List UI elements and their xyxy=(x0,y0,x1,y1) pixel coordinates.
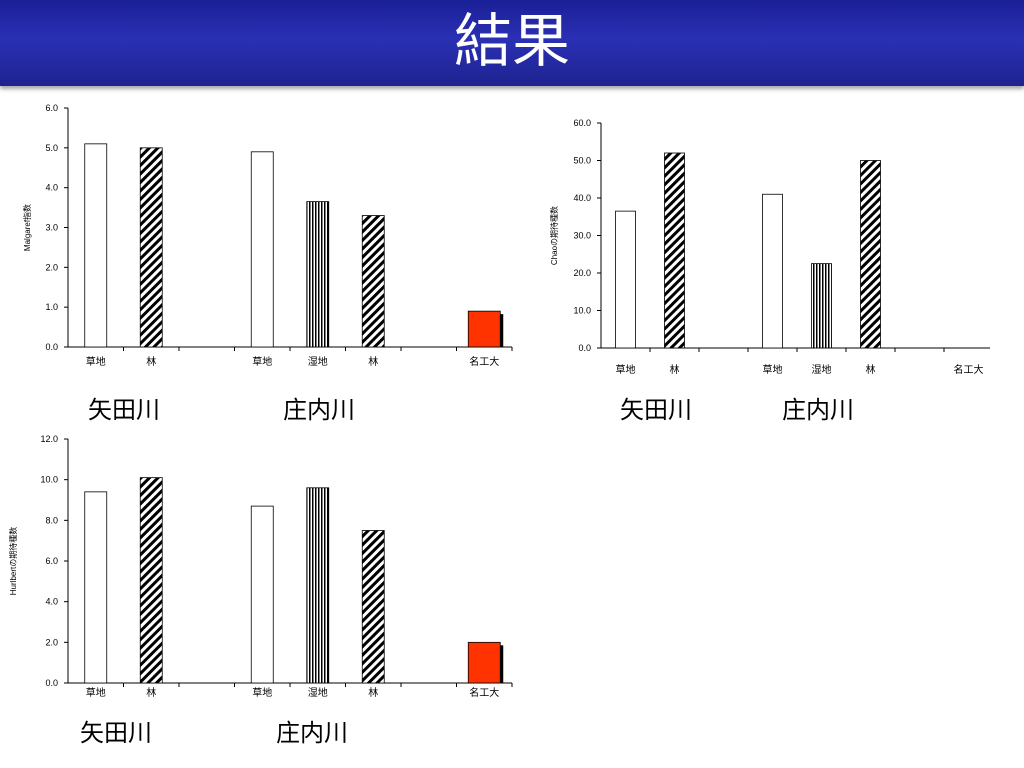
category-label: 林 xyxy=(146,686,156,699)
bar-湿地 xyxy=(811,263,832,349)
y-tick-label: 4.0 xyxy=(45,597,58,607)
y-tick-label: 2.0 xyxy=(45,262,58,272)
category-label: 名工大 xyxy=(954,363,984,376)
y-tick-label: 12.0 xyxy=(40,434,58,444)
bar-草地 xyxy=(762,193,783,349)
category-label: 草地 xyxy=(763,363,783,376)
y-tick-label: 10.0 xyxy=(40,475,58,485)
y-axis-label: Malgaref指数 xyxy=(22,204,32,251)
bar-林 xyxy=(664,152,685,349)
y-tick-label: 50.0 xyxy=(573,156,591,166)
category-label: 林 xyxy=(146,355,156,368)
river-label-yadagawa: 矢田川 xyxy=(88,396,160,424)
bar-林 xyxy=(860,160,881,349)
bar-草地 xyxy=(84,143,108,348)
y-tick-label: 6.0 xyxy=(45,103,58,113)
category-label: 草地 xyxy=(86,686,106,699)
y-tick-label: 1.0 xyxy=(45,302,58,312)
category-label: 名工大 xyxy=(469,686,499,699)
bar-草地 xyxy=(250,505,274,684)
category-label: 湿地 xyxy=(812,363,832,376)
slide-title: 結果 xyxy=(453,7,570,75)
bar-名工大 xyxy=(467,310,501,348)
category-label: 草地 xyxy=(86,355,106,368)
y-tick-label: 5.0 xyxy=(45,143,58,153)
bar-林 xyxy=(361,530,385,684)
bar-名工大 xyxy=(467,641,501,684)
category-label: 湿地 xyxy=(308,355,328,368)
category-label: 草地 xyxy=(252,686,272,699)
river-label-yadagawa: 矢田川 xyxy=(620,396,692,424)
category-label: 林 xyxy=(866,363,876,376)
y-axis-label: Chaoの期待種数 xyxy=(549,206,559,265)
title-bar xyxy=(0,0,1024,86)
bar-林 xyxy=(361,215,385,348)
category-label: 林 xyxy=(368,686,378,699)
y-tick-label: 0.0 xyxy=(45,678,58,688)
bar-林 xyxy=(139,477,163,684)
y-tick-label: 2.0 xyxy=(45,637,58,647)
bar-湿地 xyxy=(306,487,330,684)
river-label-shonaigawa: 庄内川 xyxy=(283,396,355,424)
bar-草地 xyxy=(250,151,274,348)
bar-林 xyxy=(139,147,163,348)
river-label-shonaigawa: 庄内川 xyxy=(276,719,348,747)
category-label: 林 xyxy=(368,355,378,368)
category-label: 草地 xyxy=(616,363,636,376)
y-tick-label: 40.0 xyxy=(573,193,591,203)
bar-湿地 xyxy=(306,201,330,348)
category-label: 名工大 xyxy=(469,355,499,368)
bar-草地 xyxy=(615,210,636,349)
y-tick-label: 0.0 xyxy=(45,342,58,352)
river-label-yadagawa: 矢田川 xyxy=(80,719,152,747)
bar-草地 xyxy=(84,491,108,684)
y-tick-label: 8.0 xyxy=(45,515,58,525)
river-label-shonaigawa: 庄内川 xyxy=(782,396,854,424)
y-tick-label: 4.0 xyxy=(45,183,58,193)
y-tick-label: 20.0 xyxy=(573,268,591,278)
category-label: 草地 xyxy=(252,355,272,368)
y-tick-label: 0.0 xyxy=(578,343,591,353)
y-axis-label: Hurlbertの期待種数 xyxy=(8,527,18,595)
y-tick-label: 6.0 xyxy=(45,556,58,566)
y-tick-label: 30.0 xyxy=(573,231,591,241)
y-tick-label: 3.0 xyxy=(45,223,58,233)
y-tick-label: 10.0 xyxy=(573,306,591,316)
y-tick-label: 60.0 xyxy=(573,118,591,128)
category-label: 林 xyxy=(670,363,680,376)
category-label: 湿地 xyxy=(308,686,328,699)
